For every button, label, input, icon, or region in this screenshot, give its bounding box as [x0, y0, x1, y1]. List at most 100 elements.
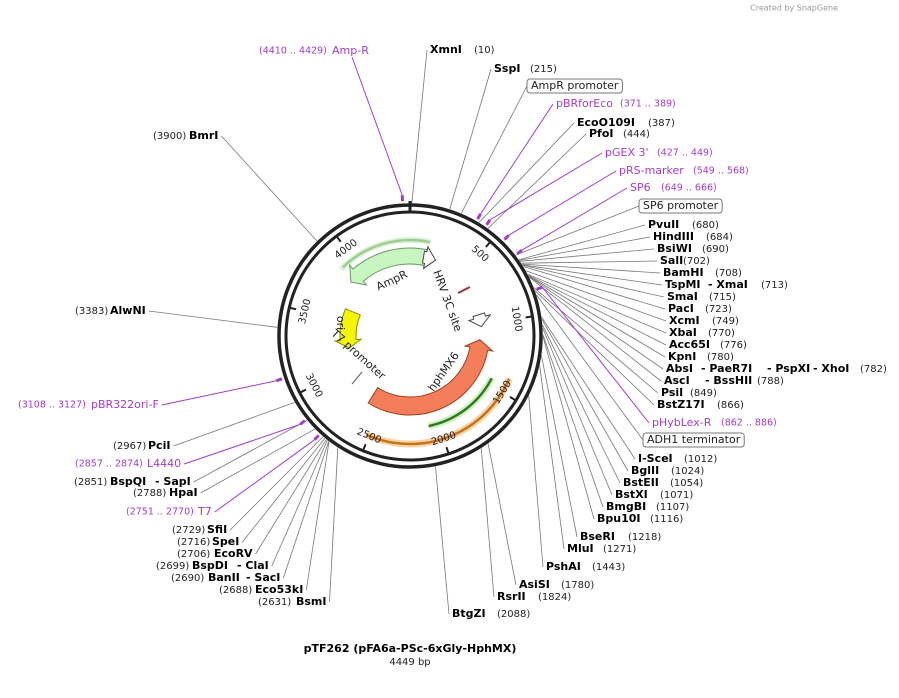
site-lead [435, 466, 450, 615]
feature-name: pRS-marker [619, 164, 684, 177]
site-lead [480, 448, 495, 598]
site-lead [148, 310, 278, 328]
site-name: PsiI [661, 386, 683, 399]
site-lead [271, 440, 328, 567]
feature-name: Amp-R [332, 44, 369, 57]
site-lead [527, 273, 667, 334]
site-position: (782) [860, 364, 887, 375]
site-position: (2631) [258, 597, 291, 608]
site-lead [534, 290, 655, 406]
watermark: Created by SnapGene [750, 4, 838, 13]
site-position: (749) [712, 316, 739, 327]
site-name: - PspXI [767, 362, 810, 375]
site-name: AscI [664, 374, 690, 387]
site-name: BglII [631, 464, 659, 477]
site-position: (680) [692, 220, 719, 231]
labels: 5001000150020002500300035004000AmpRoriT7… [18, 43, 887, 620]
ori-arrow [333, 308, 363, 349]
orange-thin-arc [365, 378, 511, 446]
feature-box [638, 198, 723, 214]
site-name: Acc65I [669, 338, 710, 351]
tick-label: 3000 [303, 372, 324, 400]
hph-thin-arc [428, 377, 493, 428]
promoter-arrow [421, 245, 437, 270]
feature-range: (4410 .. 4429) [259, 46, 327, 57]
site-name: BsiWI [657, 242, 692, 255]
tick-label: 3500 [297, 298, 314, 325]
feature-lead [161, 380, 277, 406]
feature-lead [521, 187, 628, 251]
site-name: BseRI [580, 530, 615, 543]
tick-label: 500 [469, 244, 491, 265]
box-lead [515, 205, 640, 256]
feature-box-label: ADH1 terminator [647, 433, 741, 446]
site-name: BtgZI [452, 607, 486, 620]
site-name: TspMI [665, 278, 701, 291]
site-name: PshAI [546, 560, 581, 573]
site-position: (1024) [671, 466, 704, 477]
site-position: (713) [761, 280, 788, 291]
feature-box [526, 78, 623, 94]
site-lead [542, 324, 621, 484]
site-marker [457, 286, 471, 294]
site-lead [542, 336, 595, 520]
site-position: (1780) [561, 580, 594, 591]
site-name: PciI [148, 439, 170, 452]
feature-mark [503, 234, 510, 241]
site-name: - XmaI [708, 278, 748, 291]
feature-name: pHybLex-R [652, 416, 712, 429]
site-position: (2088) [497, 609, 530, 620]
feature-range: (427 .. 449) [657, 148, 713, 159]
site-lead [329, 447, 339, 603]
site-position: (684) [706, 232, 733, 243]
feature-range: (371 .. 389) [620, 99, 676, 110]
site-position: (1271) [603, 544, 636, 555]
site-name: HpaI [169, 486, 198, 499]
site-lead [487, 443, 517, 586]
lead-lines [148, 49, 667, 615]
site-position: (849) [690, 388, 717, 399]
site-name: EcoO109I [577, 116, 635, 129]
site-lead [200, 428, 316, 494]
site-position: (715) [709, 292, 736, 303]
site-position: (10) [474, 45, 495, 56]
feature-range: (3108 .. 3127) [18, 400, 86, 411]
site-name: BstEII [623, 476, 659, 489]
site-lead [221, 135, 318, 242]
site-position: (215) [530, 64, 557, 75]
site-position: (702) [683, 256, 710, 267]
site-position: (770) [708, 328, 735, 339]
site-name: PacI [668, 302, 694, 315]
site-position: (1824) [538, 592, 571, 603]
site-position: (788) [757, 376, 784, 387]
site-position: (866) [717, 400, 744, 411]
feature-lead [183, 423, 301, 465]
feature-mark [476, 213, 482, 220]
site-position: (2716) [177, 537, 210, 548]
site-position: (387) [648, 118, 675, 129]
site-name: MluI [567, 542, 594, 555]
feature-range: (2857 .. 2874) [75, 459, 143, 470]
hrv-arrow [467, 312, 492, 328]
site-name: BspDI [192, 559, 228, 572]
site-lead [478, 122, 575, 223]
site-lead [282, 441, 330, 579]
site-lead [193, 419, 308, 483]
site-position: (1071) [660, 490, 693, 501]
feature-lead [214, 439, 315, 513]
site-lead [411, 49, 428, 204]
feature-name: pBR322ori-F [91, 398, 159, 411]
site-position: (1054) [670, 478, 703, 489]
site-name: SpeI [212, 535, 239, 548]
site-name: SspI [494, 62, 520, 75]
map-length: 4449 bp [389, 657, 430, 668]
feature-mark [299, 419, 306, 426]
site-lead [539, 365, 565, 550]
feature-mark [275, 377, 283, 383]
site-position: (2688) [219, 585, 252, 596]
site-lead [523, 266, 666, 310]
site-lead [305, 441, 330, 591]
site-lead [528, 275, 664, 370]
site-lead [528, 275, 666, 358]
site-name: AbsI [666, 362, 693, 375]
